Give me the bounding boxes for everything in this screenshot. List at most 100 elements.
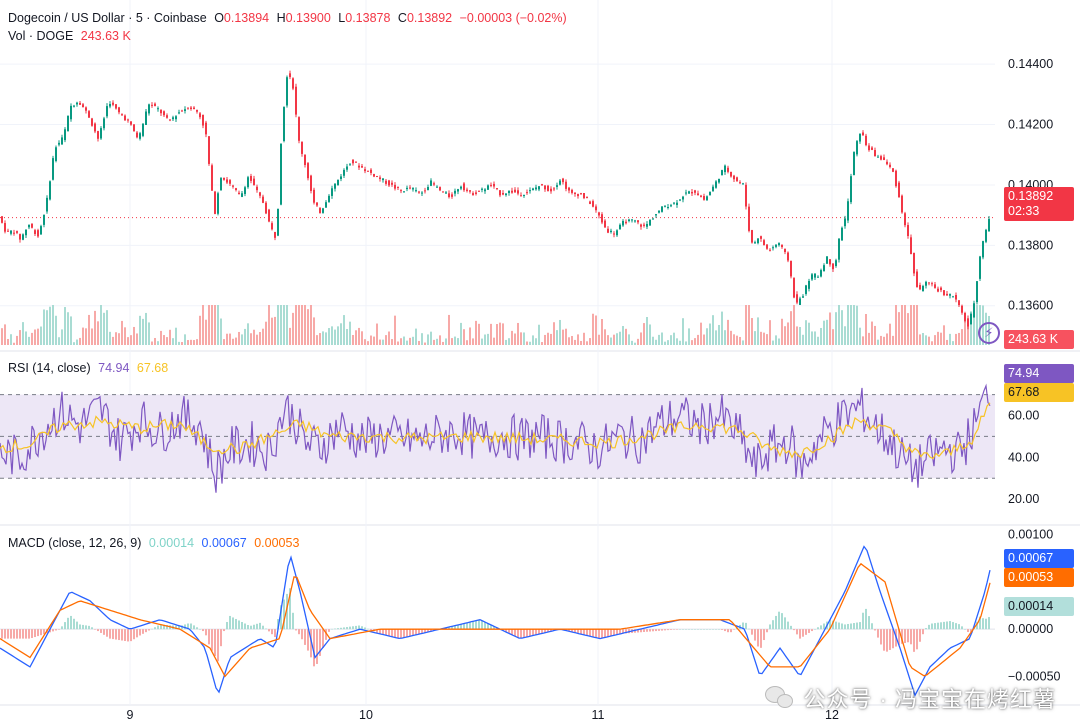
volume-bar [967,321,969,345]
candle-body [769,249,771,251]
candle-body [136,132,138,138]
volume-bar [115,332,117,345]
candle-body [640,224,642,227]
candle-body [253,178,255,186]
candle-body [442,191,444,193]
volume-bar [337,326,339,345]
volume-bar [592,313,594,345]
macd-histogram-bar [589,629,591,637]
candle-body [631,219,633,221]
volume-bar [916,305,918,345]
candle-body [652,218,654,220]
macd-histogram-bar [898,629,900,645]
volume-bar [322,331,324,345]
volume-bar [406,340,408,345]
volume-bar [13,342,15,345]
volume-label[interactable]: Vol · DOGE [8,29,74,43]
candle-body [199,113,201,118]
volume-bar [682,318,684,345]
macd-histogram-bar [730,629,732,633]
macd-histogram-bar [469,622,471,630]
rsi-tick-label: 20.00 [1008,492,1039,506]
macd-histogram-bar [112,629,114,640]
volume-value: 243.63 K [80,29,131,43]
candle-body [250,176,252,181]
macd-histogram-bar [70,615,72,630]
volume-bar [166,337,168,345]
macd-tag: 0.00067 [1004,549,1074,568]
volume-bar [313,317,315,345]
macd-histogram-bar [724,629,726,632]
volume-bar [448,314,450,345]
macd-histogram-bar [190,623,192,630]
candle-body [349,163,351,165]
macd-histogram-bar [679,629,681,630]
alert-clock-icon[interactable]: ⚡ [978,322,1000,344]
volume-bar [853,305,855,345]
candle-body [610,230,612,233]
candle-body [466,189,468,191]
rsi-label[interactable]: RSI (14, close) [8,361,91,375]
candle-body [439,187,441,191]
macd-histogram-bar [961,626,963,630]
candle-body [64,129,66,141]
macd-histogram-bar [211,629,213,651]
macd-histogram-bar [106,629,108,637]
volume-bar [202,305,204,345]
macd-histogram-bar [364,627,366,630]
macd-histogram-bar [844,624,846,630]
macd-histogram-bar [367,628,369,630]
volume-bar [349,321,351,345]
volume-bar [607,335,609,345]
volume-bar [673,332,675,345]
volume-bar [160,330,162,345]
macd-histogram-bar [796,629,798,635]
macd-histogram-bar [433,629,435,631]
volume-bar [742,340,744,345]
candle-body [499,190,501,196]
macd-label[interactable]: MACD (close, 12, 26, 9) [8,536,142,550]
macd-histogram-bar [412,629,414,636]
candle-body [625,221,627,224]
volume-bar [685,341,687,345]
macd-histogram-bar [520,629,522,639]
macd-histogram-bar [148,629,150,631]
volume-bar [499,322,501,345]
candle-body [826,256,828,264]
macd-histogram-bar [460,624,462,630]
candle-body [364,169,366,172]
macd-histogram-bar [43,629,45,635]
candle-body [67,115,69,132]
candle-body [376,175,378,177]
candle-body [850,176,852,203]
candle-body [157,108,159,110]
volume-bar [106,310,108,345]
volume-bar [535,338,537,345]
macd-histogram-bar [478,619,480,630]
volume-bar [295,305,297,345]
volume-bar [43,309,45,345]
volume-bar [67,312,69,345]
candle-body [181,110,183,112]
macd-histogram-bar [340,627,342,630]
volume-bar [121,320,123,345]
macd-histogram-bar [682,629,684,630]
macd-histogram-bar [970,629,972,633]
volume-bar [373,336,375,345]
volume-bar [4,324,6,345]
volume-bar [391,339,393,345]
macd-histogram-bar [877,629,879,638]
candle-body [433,183,435,185]
macd-histogram-bar [607,629,609,637]
macd-histogram-bar [748,628,750,630]
candle-body [367,170,369,172]
volume-bar [610,337,612,345]
volume-bar [970,319,972,345]
macd-histogram-bar [421,629,423,634]
symbol-title[interactable]: Dogecoin / US Dollar · 5 · Coinbase [8,11,207,25]
macd-histogram-bar [400,629,402,639]
volume-bar [577,334,579,345]
candle-body [520,195,522,197]
